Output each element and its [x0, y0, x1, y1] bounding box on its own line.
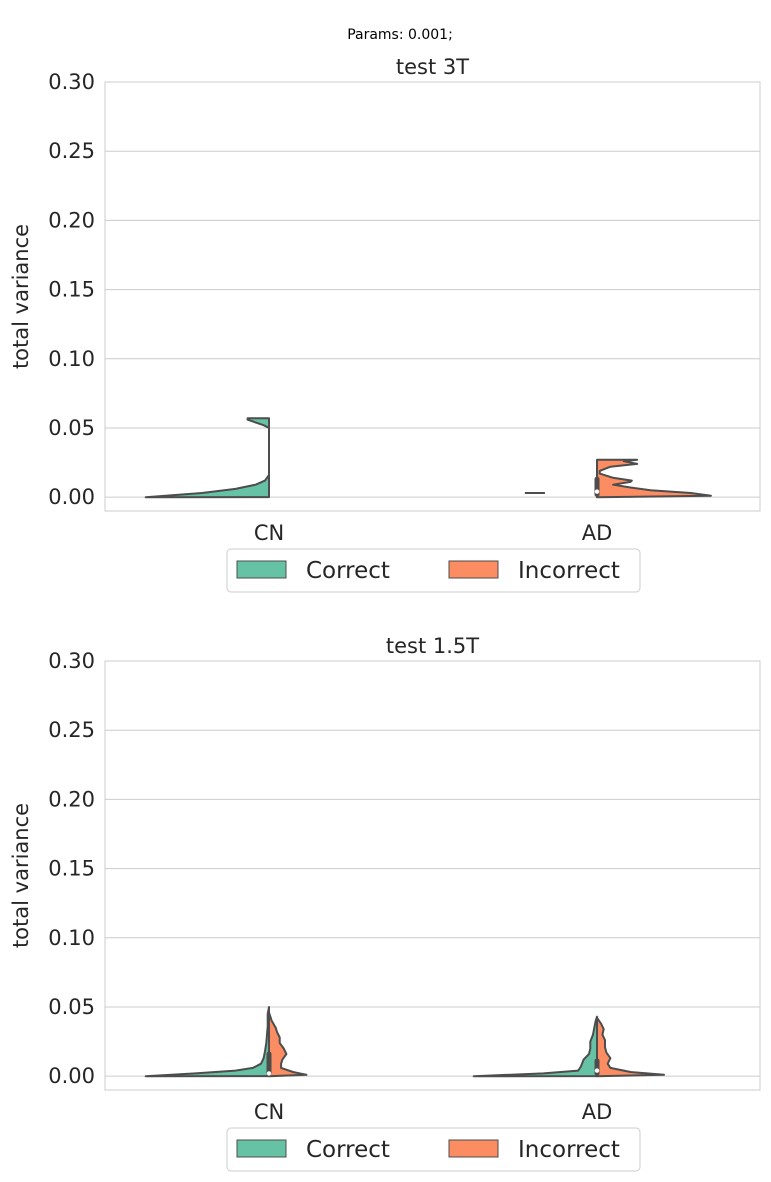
x-tick-label-cn: CN — [254, 1100, 284, 1124]
y-tick-label: 0.00 — [48, 485, 95, 509]
legend-label-incorrect: Incorrect — [518, 558, 620, 584]
legend-label-incorrect: Incorrect — [518, 1137, 620, 1163]
violin-incorrect-ad — [596, 1017, 665, 1078]
legend: Correct Incorrect — [226, 1127, 641, 1172]
legend-swatch-correct — [236, 560, 287, 579]
legend-label-correct: Correct — [306, 558, 390, 584]
panel-test-3t: 0.00 0.05 0.10 0.15 0.20 0.25 0.30 test 3T total… — [9, 55, 761, 593]
y-tick-label: 0.00 — [48, 1064, 95, 1088]
y-tick-label: 0.10 — [48, 926, 95, 950]
violin-correct-ad — [472, 1015, 598, 1078]
legend-swatch-correct — [236, 1139, 287, 1158]
y-tick-label: 0.30 — [48, 649, 95, 673]
chart-title: test 3T — [396, 55, 469, 79]
violin-correct-cn — [144, 417, 270, 499]
legend-frame — [226, 1127, 641, 1172]
y-axis-label: total variance — [9, 224, 33, 369]
violin-incorrect-cn — [268, 1011, 308, 1078]
y-tick-label: 0.15 — [48, 278, 95, 302]
y-tick-label: 0.05 — [48, 416, 95, 440]
legend-label-correct: Correct — [306, 1137, 390, 1163]
median-marker-ad — [594, 489, 600, 494]
legend-swatch-incorrect — [448, 560, 499, 579]
y-tick-label: 0.10 — [48, 347, 95, 371]
y-tick-label: 0.20 — [48, 208, 95, 232]
plot-frame — [104, 81, 761, 512]
violin-correct-cn — [144, 1006, 270, 1078]
x-tick-label-ad: AD — [582, 1100, 613, 1124]
x-tick-label-ad: AD — [582, 521, 613, 545]
y-tick-label: 0.25 — [48, 139, 95, 163]
median-marker-ad — [594, 1068, 600, 1073]
chart-title: test 1.5T — [386, 634, 479, 658]
median-marker-cn — [266, 1071, 272, 1076]
plot-frame — [104, 660, 761, 1091]
y-tick-label: 0.25 — [48, 718, 95, 742]
figure-suptitle: Params: 0.001; — [347, 27, 453, 43]
y-axis-label: total variance — [9, 803, 33, 948]
legend-swatch-incorrect — [448, 1139, 499, 1158]
panel-test-1-5t: 0.00 0.05 0.10 0.15 0.20 0.25 0.30 test 1.5T tot… — [9, 634, 761, 1172]
y-tick-label: 0.05 — [48, 995, 95, 1019]
legend-frame — [226, 548, 641, 593]
violin-incorrect-ad — [596, 458, 712, 499]
y-tick-label: 0.15 — [48, 857, 95, 881]
y-tick-label: 0.20 — [48, 787, 95, 811]
y-tick-label: 0.30 — [48, 70, 95, 94]
legend: Correct Incorrect — [226, 548, 641, 593]
x-tick-label-cn: CN — [254, 521, 284, 545]
